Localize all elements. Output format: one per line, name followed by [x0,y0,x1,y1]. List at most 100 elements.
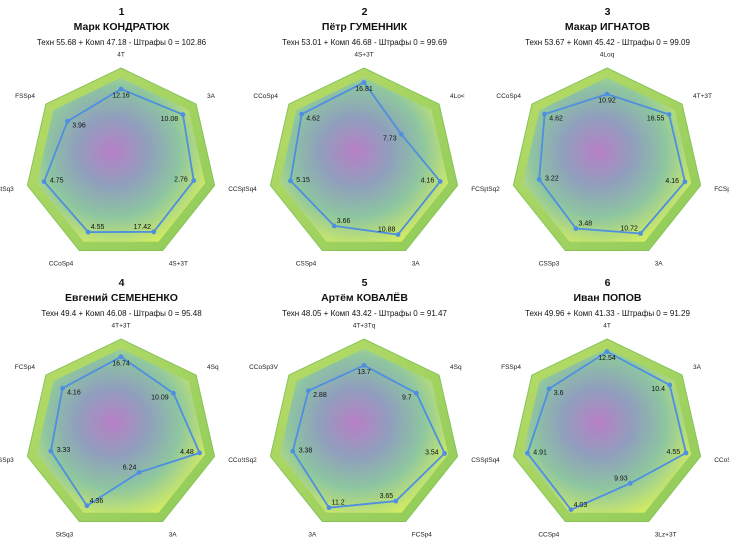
data-label: 10.4 [651,386,665,393]
chart-title: Артём КОВАЛЁВ [321,292,408,304]
data-point [627,480,633,486]
chart-subtitle: Техн 49.96 + Комп 41.33 - Штрафы 0 = 91.… [525,309,690,318]
axis-label: 4Lo< [450,93,465,100]
data-point [682,179,688,185]
radar-inner-fill [279,348,449,513]
radar-chart: 16.81 4S+3T 7.73 4Lo< 4.16 FCSp4 10.88 3A 3.66 CS… [243,52,486,268]
data-point [118,354,124,360]
data-label: 11.2 [332,500,345,507]
data-point [442,451,447,456]
radar-panel: 5 Артём КОВАЛЁВ Техн 48.05 + Комп 43.42 - … [243,271,486,542]
radar-panel: 2 Пётр ГУМЕННИК Техн 53.01 + Комп 46.68 - … [243,0,486,271]
data-label: 4.62 [549,116,563,123]
radar-chart: 13.7 4T+3Tq 9.7 4Sq 3.54 CSSp4 3.65 FCSp4 11.2 3A… [243,323,486,539]
axis-label: 4Loq [600,52,615,59]
axis-label: 4T [117,52,125,59]
data-point [180,112,186,117]
data-point [525,450,530,456]
data-point [48,448,54,454]
data-point [666,112,672,117]
axis-label: 3A [169,532,178,539]
data-point [136,470,142,475]
data-point [288,178,293,184]
data-point [84,503,90,509]
axis-label: 4T+3T [112,323,131,330]
data-point [568,507,574,513]
data-label: 7.73 [383,136,397,143]
data-label: 12.54 [598,355,616,362]
data-label: 4.16 [421,178,435,185]
data-label: 3.65 [380,493,394,500]
chart-title: Марк КОНДРАТЮК [73,21,170,33]
axis-label: 4T+3Tq [353,323,376,330]
data-point [604,91,610,97]
axis-label: FSSp4 [15,93,35,100]
radar-chart: 16.74 4T+3T 10.09 4Sq 4.48 CCoSp4 6.24 3A 4.36 St… [0,323,243,539]
radar-chart: 12.16 4T 10.08 3A 2.76 CCSp2 17.42 4S+3T 4.55 CCo… [0,52,243,268]
data-point [326,505,332,511]
chart-subtitle: Техн 48.05 + Комп 43.42 - Штрафы 0 = 91.… [282,309,447,318]
data-label: 10.88 [378,227,396,234]
data-label: 12.16 [112,93,130,100]
axis-label: 3A [693,364,702,371]
data-label: 10.08 [161,116,179,123]
data-label: 5.15 [296,177,310,184]
axis-label: CCSp2 [228,186,243,193]
chart-title: Иван ПОПОВ [573,292,642,304]
axis-label: FSSp4 [501,364,521,371]
axis-label: 3A [655,261,664,268]
chart-title: Пётр ГУМЕННИК [321,21,408,33]
radar-chart: 12.54 4T 10.4 3A 4.55 CCoSp4 9.93 3Lz+3T 4.03 CCS… [486,323,729,539]
data-label: 2.88 [313,392,327,399]
radar-chart: 10.92 4Loq 16.55 4T+3T 4.16 FCSp4 10.72 3A 3.48 C… [486,52,729,268]
axis-label: 3Lz+3T [655,532,677,539]
data-point [85,229,91,235]
axis-label: CCoSp4 [49,261,74,268]
data-point [361,363,367,368]
radar-panel: 3 Макар ИГНАТОВ Техн 53.67 + Комп 45.42 - … [486,0,729,271]
radar-inner-fill [522,77,692,242]
radar-panel: 1 Марк КОНДРАТЮК Техн 55.68 + Комп 47.18 -… [0,0,243,271]
radar-inner-fill [36,77,206,242]
data-label: 10.72 [620,226,638,233]
data-point [398,131,404,137]
axis-label: CSSp3 [0,457,14,464]
axis-label: CCoSp4 [714,457,729,464]
data-label: 4.55 [667,449,681,456]
skater-rank: 3 [604,6,611,18]
data-point [542,111,547,117]
series-line [291,364,446,509]
data-label: 9.93 [614,475,628,482]
radar-inner-fill [279,77,449,242]
data-point [393,498,399,504]
data-label: 16.81 [355,86,373,93]
data-label: 4.55 [91,224,105,231]
data-label: 3.48 [579,221,593,228]
data-point [604,349,610,355]
axis-label: CCSp4 [538,532,559,539]
data-label: 16.55 [647,116,665,123]
data-point [299,111,304,117]
radar-panel: 6 Иван ПОПОВ Техн 49.96 + Комп 41.33 - Штр… [486,271,729,542]
data-label: 3.96 [72,123,86,130]
series-line [50,355,201,507]
data-point [573,226,579,231]
axis-label: 4Sq [207,364,219,371]
data-point [331,223,337,229]
axis-label: CCoSp4 [228,457,243,464]
data-point [437,179,443,184]
data-point [41,179,47,185]
chart-subtitle: Техн 53.67 + Комп 45.42 - Штрафы 0 = 99.… [525,38,690,47]
data-point [118,86,124,92]
data-point [683,450,689,456]
data-label: 6.24 [123,465,137,472]
data-label: 3.33 [57,447,71,454]
axis-label: FCSp4 [714,186,729,193]
data-point [414,390,419,396]
axis-label: FCSp4 [412,532,433,539]
series-line [43,88,195,234]
radar-inner-fill [522,348,692,513]
axis-label: CCoSp3V [249,364,279,371]
data-label: 9.7 [402,394,412,401]
